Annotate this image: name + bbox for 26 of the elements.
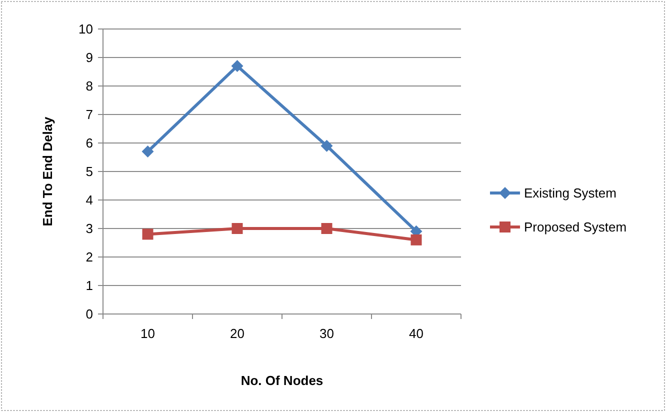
x-tick-label: 10 xyxy=(140,326,155,341)
y-tick-label: 5 xyxy=(86,164,93,180)
point xyxy=(320,140,333,152)
y-tick-label: 8 xyxy=(86,78,93,94)
y-tick-label: 2 xyxy=(86,250,93,265)
y-tick-label: 10 xyxy=(78,22,93,37)
point xyxy=(410,234,422,246)
point xyxy=(142,146,154,158)
point xyxy=(232,223,243,234)
y-tick-label: 3 xyxy=(86,221,93,236)
y-tick-label: 9 xyxy=(86,50,93,66)
legend-label: Proposed System xyxy=(524,220,627,235)
y-tick-label: 4 xyxy=(86,192,93,208)
point xyxy=(321,223,332,234)
x-tick-label: 20 xyxy=(230,326,244,341)
x-axis-title: No. Of Nodes xyxy=(240,373,324,388)
point xyxy=(142,228,154,240)
y-tick-label: 1 xyxy=(86,278,93,294)
y-axis-title: End To End Delay xyxy=(40,116,55,226)
y-tick-label: 6 xyxy=(86,136,93,151)
x-tick-label: 40 xyxy=(409,326,424,341)
legend-label: Existing System xyxy=(524,186,616,201)
point xyxy=(231,60,244,72)
y-tick-label: 0 xyxy=(86,306,93,322)
y-tick-label: 7 xyxy=(86,107,93,122)
x-tick-label: 30 xyxy=(320,326,334,341)
